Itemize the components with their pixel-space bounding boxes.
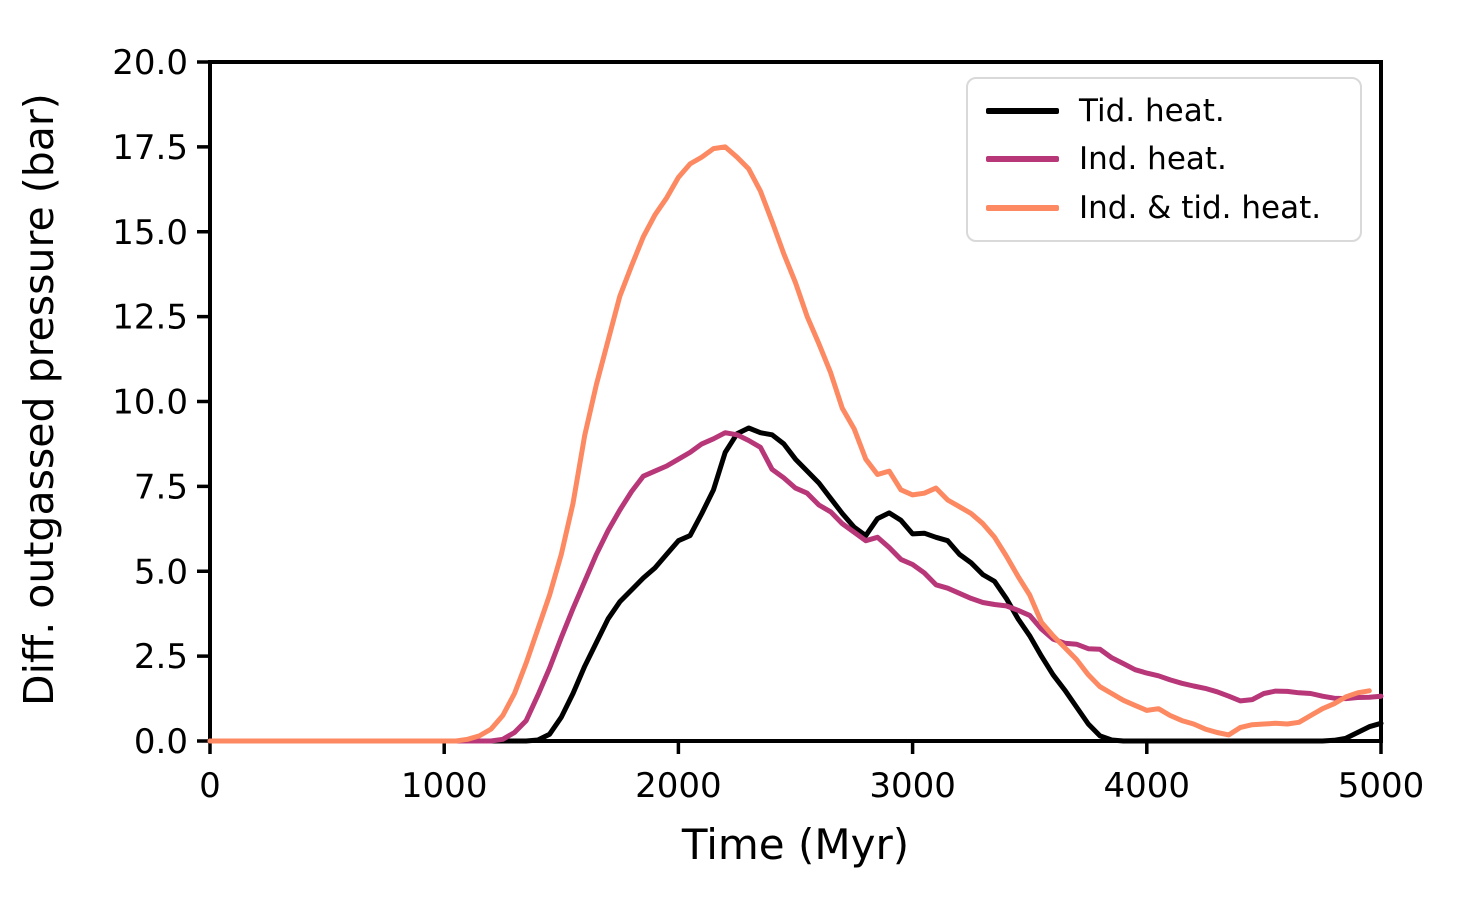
x-tick-label: 3000 <box>869 766 956 806</box>
y-tick-label: 5.0 <box>134 552 188 592</box>
y-tick-label: 17.5 <box>112 128 188 168</box>
x-tick-label: 4000 <box>1104 766 1191 806</box>
y-tick-label: 10.0 <box>112 383 188 423</box>
y-tick-label: 12.5 <box>112 298 188 338</box>
legend-entry: Ind. & tid. heat. <box>968 190 1360 226</box>
y-tick-label: 2.5 <box>134 637 188 677</box>
y-axis-label: Diff. outgassed pressure (bar) <box>15 93 63 707</box>
legend-label: Ind. heat. <box>1079 141 1227 178</box>
x-tick-label: 5000 <box>1338 766 1425 806</box>
x-tick-label: 0 <box>199 766 221 806</box>
legend-line-swatch <box>986 156 1059 163</box>
x-axis-label: Time (Myr) <box>681 820 910 869</box>
x-tick-label: 2000 <box>635 766 722 806</box>
legend-label: Ind. & tid. heat. <box>1079 189 1322 226</box>
y-tick-label: 0.0 <box>134 722 188 762</box>
series-line-tid-heat <box>207 425 1384 744</box>
y-tick-label: 20.0 <box>112 43 188 83</box>
y-tick-label: 7.5 <box>134 467 188 507</box>
series-line-ind-tid-heat <box>207 144 1372 744</box>
legend-entry: Ind. heat. <box>968 141 1360 177</box>
legend-entry: Tid. heat. <box>968 93 1360 129</box>
legend: Tid. heat. Ind. heat. Ind. & tid. heat. <box>966 77 1362 242</box>
legend-line-swatch <box>986 108 1059 115</box>
series-line-ind-heat <box>207 430 1384 744</box>
legend-line-swatch <box>986 204 1059 211</box>
axes-spines <box>208 60 1383 743</box>
y-tick-label: 15.0 <box>112 213 188 253</box>
x-tick-label: 1000 <box>401 766 488 806</box>
legend-label: Tid. heat. <box>1079 93 1225 130</box>
